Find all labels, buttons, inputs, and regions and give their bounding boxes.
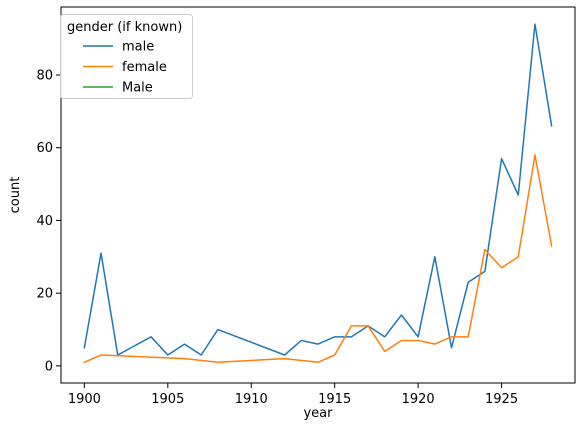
x-axis: 1900 1905 1910 1915 1920 1925	[68, 383, 518, 407]
plot-area-border	[60, 6, 576, 384]
x-tick-label: 1910	[235, 392, 268, 407]
legend-box	[60, 14, 193, 99]
series-line-female-1	[83, 154, 553, 364]
x-tick-label: 1925	[485, 392, 518, 407]
series-line-male-0	[83, 23, 553, 356]
legend-entry-label-2: Male	[122, 81, 153, 96]
legend: gender (if known) male female Male	[60, 14, 193, 99]
y-tick-label: 40	[36, 214, 53, 229]
y-axis-label: count	[8, 177, 23, 214]
y-axis: 0 20 40 60 80	[36, 69, 61, 374]
x-axis-label: year	[303, 406, 333, 421]
series-lines	[83, 23, 553, 364]
y-tick-label: 0	[45, 359, 53, 374]
legend-entry-label-1: female	[122, 60, 167, 75]
legend-title: gender (if known)	[67, 20, 182, 35]
y-tick-label: 80	[36, 69, 53, 84]
x-tick-label: 1920	[402, 392, 435, 407]
y-tick-label: 60	[36, 141, 53, 156]
legend-entry-label-0: male	[122, 40, 154, 55]
x-tick-label: 1900	[68, 392, 101, 407]
x-tick-label: 1905	[151, 392, 184, 407]
y-tick-label: 20	[36, 287, 53, 302]
x-tick-label: 1915	[318, 392, 351, 407]
